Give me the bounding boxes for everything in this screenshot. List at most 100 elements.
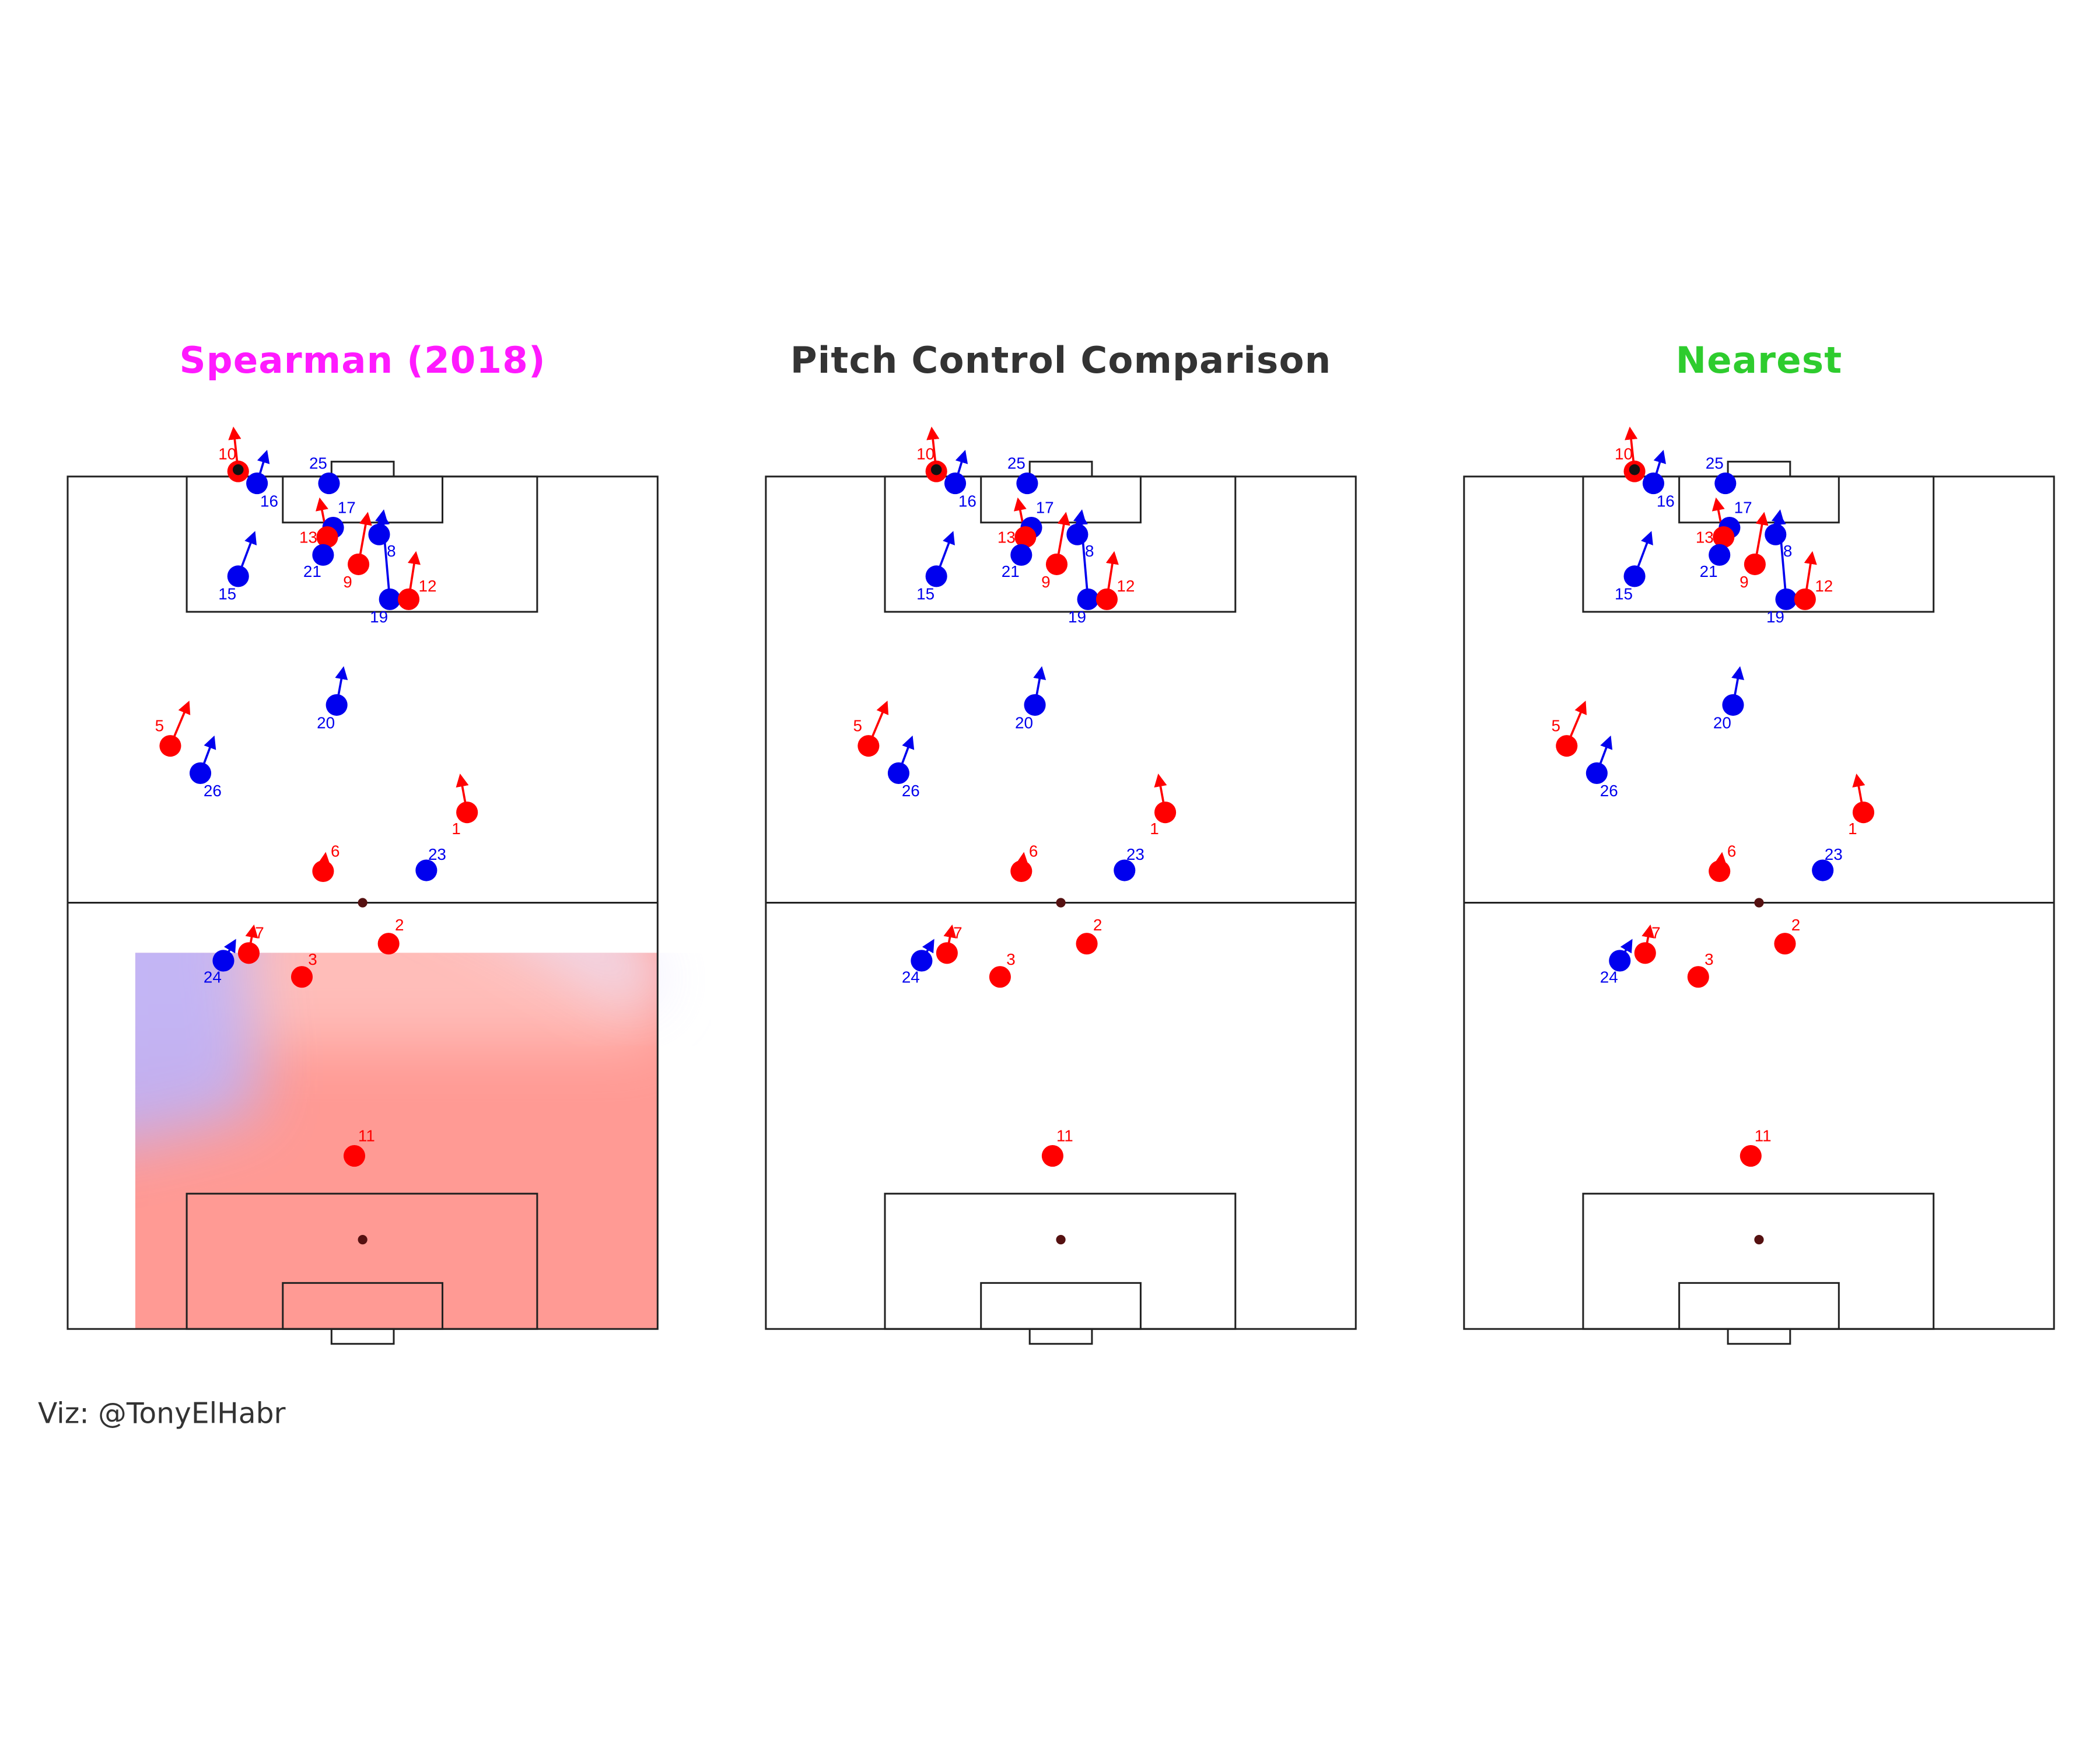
player: [1642, 473, 1664, 495]
player: [1041, 1145, 1063, 1167]
player-number: 24: [902, 968, 920, 986]
player: [377, 933, 400, 955]
player-number: 15: [916, 585, 935, 603]
player-number: 23: [1126, 845, 1144, 863]
ball: [930, 464, 942, 475]
player-number: 12: [1815, 577, 1833, 595]
player: [456, 802, 478, 824]
player: [1765, 523, 1787, 545]
player: [1016, 473, 1038, 495]
player-number: 11: [358, 1126, 375, 1144]
player: [858, 735, 880, 757]
player: [1709, 544, 1731, 566]
player: [1010, 860, 1032, 883]
player-number: 21: [1700, 562, 1718, 580]
player: [316, 526, 338, 548]
goal: [1727, 460, 1791, 478]
player: [911, 950, 933, 972]
pitch: [1463, 460, 2055, 1345]
player-number: 6: [1727, 842, 1736, 860]
player: [318, 473, 340, 495]
pitch: [765, 460, 1357, 1345]
player: [290, 966, 313, 988]
goal: [330, 460, 395, 478]
player-number: 2: [1093, 916, 1102, 934]
panel-title: Nearest: [1676, 339, 1843, 382]
heat-green: [766, 477, 901, 558]
player-number: 23: [428, 845, 446, 863]
player-number: 9: [1740, 573, 1748, 591]
player-number: 8: [1085, 542, 1094, 560]
player: [1812, 859, 1834, 881]
player-number: 1: [1848, 820, 1857, 838]
goal: [330, 1328, 395, 1345]
player: [887, 762, 909, 784]
player-number: 1: [452, 820, 460, 838]
player-number: 19: [1766, 608, 1784, 626]
penalty-spot: [358, 1235, 368, 1245]
player-number: 26: [204, 782, 222, 800]
player-number: 16: [958, 492, 977, 510]
player: [1096, 588, 1118, 610]
player: [1154, 802, 1177, 824]
player: [1556, 735, 1578, 757]
player: [189, 762, 212, 784]
ball: [1629, 464, 1640, 475]
heat-blue: [1788, 815, 2054, 1007]
player: [1740, 1145, 1762, 1167]
player: [397, 588, 420, 610]
center-spot: [358, 898, 368, 908]
player: [227, 565, 249, 587]
player-number: 19: [370, 608, 388, 626]
penalty-area: [1582, 1192, 1935, 1330]
player-number: 2: [1791, 916, 1800, 934]
six-yard-box: [1678, 475, 1840, 524]
panel-title: Pitch Control Comparison: [790, 339, 1332, 382]
player-number: 11: [1056, 1126, 1073, 1144]
player: [1114, 859, 1136, 881]
player: [1794, 588, 1816, 610]
player-number: 24: [1600, 968, 1618, 986]
player-number: 5: [853, 717, 862, 735]
goal: [1727, 1328, 1791, 1345]
player: [326, 694, 348, 716]
player: [1076, 933, 1098, 955]
player-number: 7: [953, 924, 962, 942]
player: [348, 553, 370, 575]
player-number: 12: [419, 577, 437, 595]
panel: Pitch Control Comparison1016251713219815…: [765, 339, 1357, 1345]
player: [1744, 553, 1766, 575]
player: [1014, 526, 1037, 548]
player-number: 3: [1006, 950, 1015, 968]
player: [1687, 966, 1709, 988]
player-number: 26: [1600, 782, 1618, 800]
player-number: 15: [1615, 585, 1633, 603]
penalty-area: [884, 1192, 1237, 1330]
player: [159, 735, 181, 757]
ball: [232, 464, 244, 475]
player: [343, 1145, 366, 1167]
player-number: 16: [260, 492, 278, 510]
penalty-spot: [1056, 1235, 1066, 1245]
player: [379, 588, 401, 610]
player-number: 1: [1150, 820, 1158, 838]
player: [312, 544, 334, 566]
player-number: 5: [1551, 717, 1560, 735]
player: [1852, 802, 1875, 824]
player: [1722, 694, 1744, 716]
player-number: 20: [317, 713, 335, 732]
player-number: 16: [1657, 492, 1675, 510]
player: [246, 473, 268, 495]
player: [1634, 942, 1656, 964]
player-number: 26: [902, 782, 920, 800]
player: [936, 942, 958, 964]
heat-blue: [135, 953, 257, 1142]
six-yard-box: [980, 1282, 1142, 1330]
player: [1714, 473, 1737, 495]
player: [1623, 565, 1646, 587]
player-number: 25: [1007, 454, 1026, 472]
pitch: [66, 460, 659, 1345]
goal: [1028, 460, 1093, 478]
player: [1077, 588, 1099, 610]
